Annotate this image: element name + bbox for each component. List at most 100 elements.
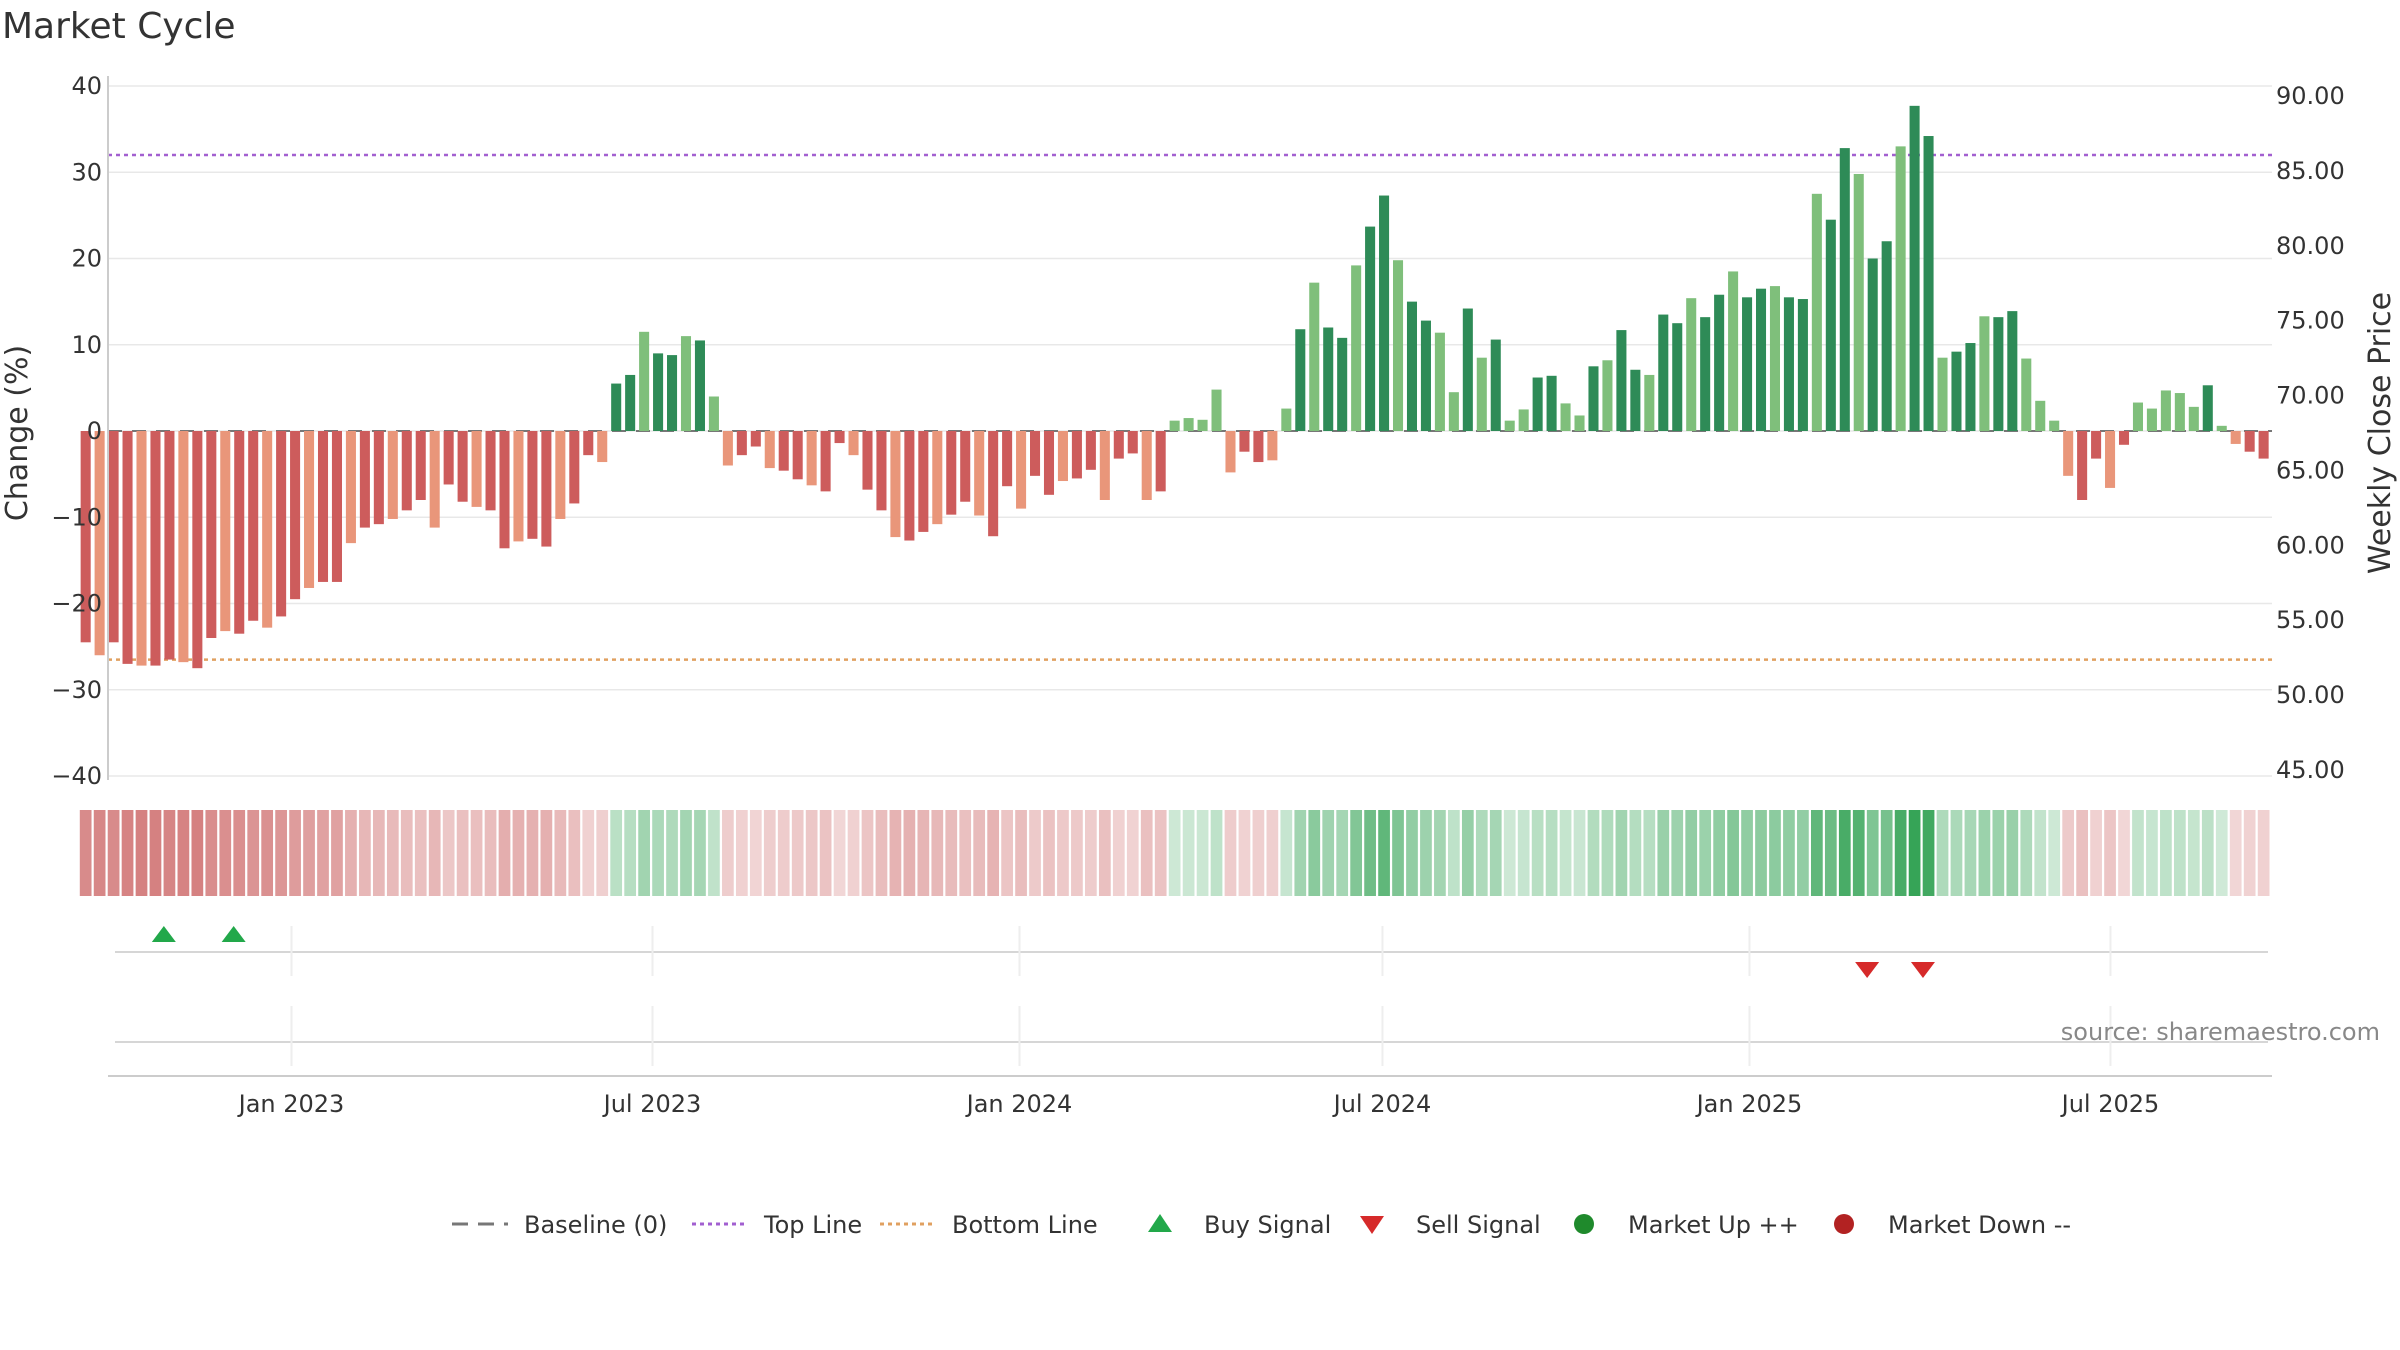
strip-cell [135, 810, 148, 896]
strip-cell [596, 810, 609, 896]
bar [778, 431, 789, 471]
strip-cell [2020, 810, 2033, 896]
strip-cell [317, 810, 329, 896]
y2-axis-label: Weekly Close Price [2363, 292, 2398, 574]
bar [1546, 375, 1557, 431]
bar [206, 431, 217, 638]
strip-cell [2257, 810, 2270, 896]
strip-cell [1531, 810, 1544, 896]
strip-cell [191, 810, 204, 896]
strip-cell [2034, 810, 2047, 896]
bar [457, 431, 468, 502]
bar [848, 431, 859, 456]
bar [988, 431, 999, 537]
bar [764, 431, 775, 469]
bar [1811, 193, 1822, 431]
bar [1225, 431, 1236, 473]
bar [1532, 377, 1543, 431]
bar [792, 431, 803, 480]
strip-cell [1057, 810, 1069, 896]
axes: 40 30 20 10 0 −10 −20 −30 −40 90.00 85.00 80.00 75.0… [51, 72, 2344, 790]
bar [1420, 320, 1431, 431]
bar [499, 431, 510, 549]
bar [220, 431, 231, 632]
strip-cell [1098, 810, 1111, 896]
strip-cell [777, 810, 790, 896]
bar [1379, 195, 1390, 431]
strip-cell [540, 810, 553, 896]
bar [1462, 308, 1473, 431]
strip-cell [1434, 810, 1446, 896]
bar [1448, 392, 1459, 431]
strip-cell [93, 810, 106, 896]
strip-cell [1699, 810, 1712, 896]
y2-tick-label: 90.00 [2276, 82, 2345, 110]
y-tick-label: 30 [71, 158, 102, 186]
bar [443, 431, 454, 485]
bar [2063, 431, 2074, 476]
strip-cell [1671, 810, 1684, 896]
strip-cell [1503, 810, 1516, 896]
bar [694, 340, 705, 431]
legend-label: Market Down -- [1888, 1211, 2071, 1239]
bar [1127, 431, 1138, 454]
strip-cell [987, 810, 1000, 896]
strip-cell [819, 810, 832, 896]
bar [1728, 271, 1739, 431]
legend-sell-swatch [1360, 1216, 1384, 1234]
legend-label: Baseline (0) [524, 1211, 667, 1239]
strip-cell [2146, 810, 2158, 896]
strip-cell [959, 810, 972, 896]
y-tick-label: 20 [71, 245, 102, 273]
strip-cell [345, 810, 357, 896]
strip-cell [1810, 810, 1823, 896]
bar [597, 431, 608, 463]
strip-cell [512, 810, 525, 896]
strip-cell [680, 810, 692, 896]
bar [1239, 431, 1250, 452]
strip-cell [1182, 810, 1195, 896]
x-tick-label: Jul 2024 [1332, 1090, 1432, 1118]
bar [373, 431, 384, 525]
bar [1742, 297, 1753, 431]
y-tick-label: 40 [71, 72, 102, 100]
legend-item: Market Down -- [1834, 1211, 2071, 1239]
source-credit: source: sharemaestro.com [2061, 1018, 2380, 1046]
bar [890, 431, 901, 538]
strip-cell [233, 810, 246, 896]
bar [1071, 431, 1082, 479]
bar [1141, 431, 1152, 500]
bar [2132, 402, 2143, 431]
bar [1490, 339, 1501, 431]
bar [736, 431, 747, 456]
y2-tick-label: 65.00 [2276, 456, 2345, 484]
bar [1560, 403, 1571, 431]
bar [1909, 105, 1920, 432]
strip-cell [1154, 810, 1167, 896]
legend-circle-swatch [1834, 1214, 1854, 1234]
bar [1057, 431, 1068, 482]
bar [1937, 357, 1948, 431]
legend-item: Market Up ++ [1574, 1211, 1799, 1239]
strip-cell [1364, 810, 1376, 896]
strip-cell [372, 810, 385, 896]
bar [234, 431, 245, 634]
strip-cell [1936, 810, 1949, 896]
bar [317, 431, 329, 582]
strip-cell [2173, 810, 2186, 896]
strip-cell [1126, 810, 1139, 896]
strip-cell [121, 810, 134, 896]
strip-cell [1196, 810, 1209, 896]
strip-cell [205, 810, 218, 896]
strip-cell [1643, 810, 1656, 896]
strip-cell [2243, 810, 2256, 896]
strip-cell [610, 810, 623, 896]
bar [1630, 369, 1641, 431]
bar [527, 431, 538, 539]
bar [513, 431, 524, 542]
bar [1867, 258, 1878, 431]
bar [2244, 431, 2255, 452]
strip-cell [2132, 810, 2144, 896]
strip-cell [1266, 810, 1279, 896]
